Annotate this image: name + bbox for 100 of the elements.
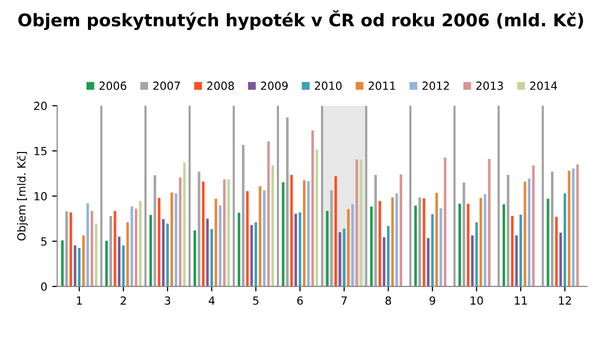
bar	[511, 216, 514, 286]
bar	[330, 190, 333, 286]
bar	[378, 201, 382, 286]
bar	[435, 192, 438, 286]
bar	[254, 222, 258, 286]
bar	[90, 210, 94, 286]
bar	[555, 216, 558, 286]
y-tick-label: 0	[41, 282, 47, 291]
bar	[271, 165, 274, 286]
x-tick-label: 8	[386, 296, 392, 305]
bar	[178, 178, 182, 286]
bar	[105, 240, 108, 286]
bar	[338, 232, 342, 286]
bar	[158, 198, 160, 286]
bar	[351, 204, 354, 286]
bar	[360, 159, 362, 286]
bar	[395, 193, 398, 286]
bar	[134, 208, 138, 286]
x-tick-label: 6	[297, 296, 303, 305]
bar	[568, 170, 570, 286]
bar	[334, 176, 337, 286]
bar	[263, 190, 266, 286]
bar	[174, 193, 178, 286]
bar	[290, 174, 293, 286]
bar	[374, 174, 377, 286]
legend-label: 2013	[476, 82, 503, 90]
bar	[78, 248, 81, 286]
bar	[559, 232, 562, 286]
bar	[206, 218, 209, 286]
bar	[528, 178, 530, 286]
bar	[414, 206, 417, 286]
bar	[162, 219, 165, 286]
bar	[202, 182, 205, 286]
bar	[61, 240, 64, 286]
bar	[170, 192, 174, 286]
bar	[326, 210, 329, 286]
bar	[444, 158, 446, 286]
bar	[198, 172, 200, 286]
bar	[440, 208, 442, 286]
bar	[515, 235, 518, 286]
bar	[298, 212, 302, 286]
bar	[210, 229, 213, 286]
legend-label: 2007	[153, 82, 180, 90]
bar	[214, 198, 218, 286]
y-tick-label: 10	[34, 192, 47, 200]
bar	[149, 215, 152, 286]
bar	[431, 214, 434, 286]
bar	[484, 194, 486, 286]
bar	[294, 214, 298, 286]
bar	[422, 198, 426, 286]
bar	[418, 197, 422, 286]
x-tick-label: 1	[76, 296, 82, 305]
bar	[267, 141, 270, 286]
bar	[246, 191, 249, 286]
bar	[218, 205, 222, 286]
y-tick-label: 20	[34, 102, 47, 110]
y-axis-title: Objem [mld. Kč]	[16, 152, 28, 241]
bar	[109, 216, 112, 286]
bar	[194, 230, 196, 286]
bar	[342, 228, 346, 286]
bar	[532, 165, 535, 286]
x-tick-label: 11	[514, 296, 527, 305]
bar	[400, 174, 402, 286]
bar	[347, 209, 350, 286]
bar	[139, 201, 142, 286]
bar	[471, 235, 474, 286]
bar	[86, 203, 89, 286]
legend-label: 2010	[314, 82, 342, 90]
bar	[311, 130, 314, 286]
x-tick-label: 9	[430, 296, 436, 305]
bar	[426, 238, 430, 286]
bar	[74, 245, 76, 286]
x-tick-label: 2	[120, 296, 126, 305]
bar	[238, 212, 240, 286]
bar	[227, 179, 230, 286]
bar	[466, 204, 470, 286]
bar	[356, 159, 358, 286]
bar	[183, 162, 186, 286]
x-tick-label: 7	[342, 296, 347, 305]
bar	[286, 117, 289, 286]
y-tick-label: 5	[41, 237, 46, 246]
bar	[502, 204, 506, 286]
bar	[122, 245, 125, 286]
bar	[82, 235, 85, 286]
bar	[282, 182, 284, 286]
bar	[458, 204, 461, 286]
bar	[126, 222, 129, 286]
x-tick-label: 12	[559, 296, 571, 305]
bar	[65, 211, 68, 286]
bar	[250, 224, 253, 286]
bar	[576, 164, 579, 286]
bar	[550, 172, 554, 286]
x-tick-label: 4	[208, 296, 215, 305]
legend-label: 2014	[530, 82, 558, 90]
y-tick-label: 15	[34, 147, 46, 156]
legend-label: 2009	[261, 82, 288, 90]
bar	[242, 145, 244, 286]
legend-label: 2011	[368, 82, 396, 90]
x-tick-label: 10	[470, 296, 483, 305]
bar	[391, 197, 394, 286]
